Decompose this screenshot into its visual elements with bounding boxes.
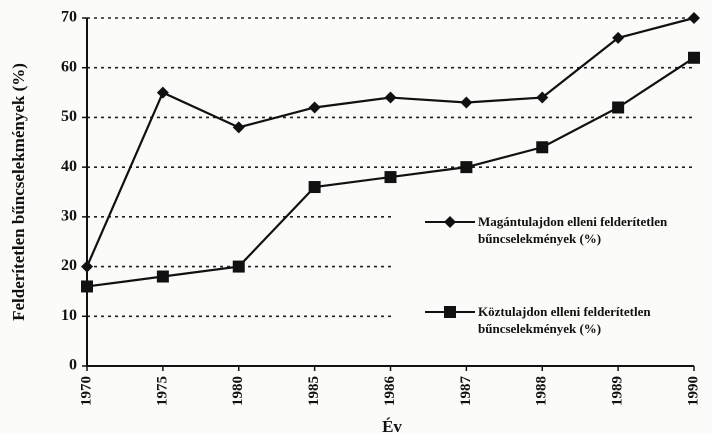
y-tick-label: 60 xyxy=(61,58,77,75)
y-tick-label: 70 xyxy=(61,9,77,26)
y-tick-label: 0 xyxy=(69,357,77,374)
marker xyxy=(81,280,93,293)
marker xyxy=(156,86,169,99)
x-tick-label: 1970 xyxy=(78,376,94,406)
marker xyxy=(688,12,700,24)
marker xyxy=(308,101,321,114)
x-axis-label: Év xyxy=(382,417,402,433)
x-tick-label: 1990 xyxy=(685,376,701,406)
y-tick-label: 40 xyxy=(61,158,77,175)
marker xyxy=(612,31,625,44)
marker xyxy=(384,91,397,104)
x-tick-label: 1987 xyxy=(458,376,474,407)
marker xyxy=(460,161,473,174)
x-tick-label: 1986 xyxy=(382,376,398,407)
marker xyxy=(536,91,549,104)
x-tick-label: 1988 xyxy=(534,376,550,406)
marker xyxy=(232,121,245,134)
y-tick-label: 10 xyxy=(61,307,77,324)
marker xyxy=(81,260,93,273)
marker xyxy=(536,141,549,154)
marker xyxy=(384,171,397,184)
y-axis-label: Felderítetlen bűncselekmények (%) xyxy=(9,63,28,321)
marker xyxy=(688,51,700,64)
marker xyxy=(612,101,625,114)
x-tick-label: 1980 xyxy=(230,376,246,406)
x-tick-label: 1985 xyxy=(306,376,322,406)
y-tick-label: 30 xyxy=(61,208,77,225)
legend-label: Magántulajdon elleni felderítetlen bűncs… xyxy=(478,214,668,246)
marker xyxy=(156,270,169,283)
marker xyxy=(444,216,456,228)
y-tick-label: 20 xyxy=(61,257,77,274)
marker xyxy=(308,181,321,194)
marker xyxy=(460,96,473,109)
x-tick-label: 1989 xyxy=(610,376,626,406)
marker xyxy=(232,260,245,273)
x-tick-label: 1975 xyxy=(154,376,170,406)
marker xyxy=(444,306,456,318)
y-tick-label: 50 xyxy=(61,108,77,125)
legend-label: Köztulajdon elleni felderítetlen bűncsel… xyxy=(478,304,651,336)
